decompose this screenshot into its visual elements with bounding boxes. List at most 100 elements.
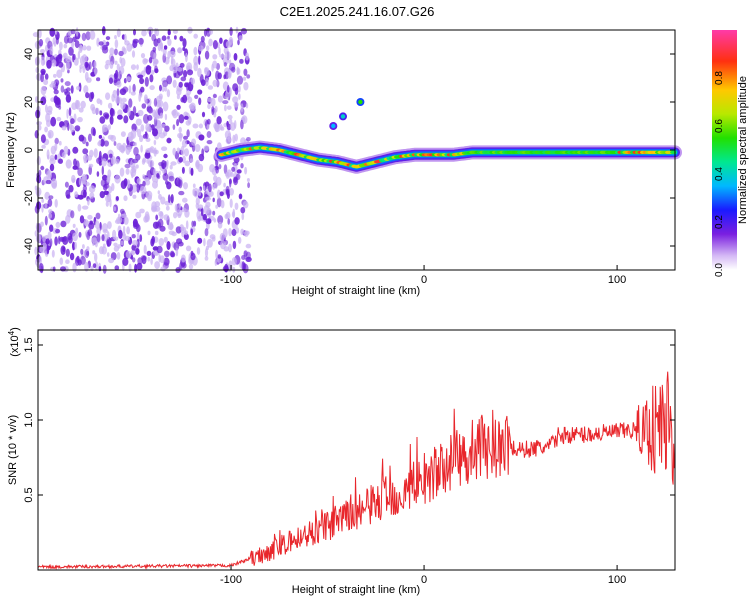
noise-speckle: [246, 178, 250, 182]
noise-speckle: [146, 250, 152, 256]
noise-speckle: [147, 107, 154, 114]
noise-speckle: [219, 54, 226, 58]
noise-speckle: [238, 236, 242, 244]
noise-speckle: [227, 85, 230, 93]
noise-speckle: [72, 223, 76, 228]
noise-speckle: [62, 246, 66, 252]
noise-speckle: [109, 153, 113, 158]
noise-speckle: [239, 58, 244, 64]
noise-speckle: [240, 103, 244, 113]
noise-speckle: [163, 153, 168, 159]
noise-speckle: [122, 257, 129, 266]
noise-speckle: [119, 88, 127, 96]
noise-speckle: [58, 61, 64, 68]
noise-speckle: [185, 245, 192, 252]
noise-speckle: [182, 47, 186, 51]
noise-speckle: [45, 104, 48, 113]
noise-speckle: [183, 135, 188, 140]
noise-speckle: [109, 107, 114, 117]
noise-speckle: [88, 163, 94, 168]
noise-speckle: [109, 115, 114, 125]
chart-title: C2E1.2025.241.16.07.G26: [280, 4, 435, 19]
noise-speckle: [147, 230, 151, 236]
noise-speckle: [196, 247, 201, 255]
noise-speckle: [128, 85, 132, 94]
spec-ytick-label: 40: [23, 48, 35, 60]
noise-speckle: [49, 83, 56, 88]
noise-speckle: [195, 161, 200, 168]
noise-speckle: [64, 181, 69, 188]
noise-speckle: [126, 76, 132, 82]
colorbar-tick-label: 0.0: [714, 263, 725, 277]
noise-speckle: [204, 196, 211, 201]
noise-speckle: [98, 41, 104, 46]
noise-speckle: [137, 128, 142, 138]
noise-speckle: [186, 65, 191, 71]
noise-speckle: [136, 64, 139, 70]
noise-speckle: [133, 29, 136, 36]
noise-speckle: [110, 155, 116, 165]
noise-speckle: [41, 144, 46, 149]
noise-speckle: [198, 97, 202, 106]
noise-speckle: [167, 50, 171, 60]
noise-speckle: [215, 204, 219, 209]
noise-speckle: [164, 125, 170, 132]
noise-speckle: [156, 245, 163, 254]
noise-speckle: [177, 47, 183, 54]
noise-speckle: [115, 95, 121, 104]
noise-speckle: [71, 174, 76, 184]
noise-speckle: [229, 188, 234, 196]
noise-speckle: [176, 147, 180, 154]
noise-speckle: [126, 226, 130, 235]
noise-speckle: [154, 261, 161, 270]
noise-speckle: [65, 189, 71, 199]
noise-speckle: [79, 215, 85, 224]
noise-speckle: [166, 241, 171, 250]
noise-speckle: [242, 200, 249, 209]
noise-speckle: [217, 254, 222, 259]
noise-speckle: [40, 96, 47, 106]
noise-speckle: [68, 107, 72, 117]
noise-speckle: [88, 165, 92, 175]
colorbar-ticks: 0.0 0.2 0.4 0.6 0.8: [714, 71, 725, 277]
noise-speckle: [147, 147, 154, 152]
noise-speckle: [228, 260, 233, 271]
noise-speckle: [139, 77, 145, 85]
noise-speckle: [181, 262, 187, 269]
noise-speckle: [171, 109, 177, 116]
noise-speckle: [88, 185, 96, 193]
noise-speckle: [105, 59, 111, 66]
noise-speckle: [238, 85, 241, 93]
noise-speckle: [163, 45, 168, 50]
noise-speckle: [59, 257, 64, 265]
noise-speckle: [220, 200, 225, 209]
noise-speckle: [237, 39, 240, 46]
side-blob-2: [358, 99, 363, 105]
noise-speckle: [105, 41, 110, 47]
noise-speckle: [99, 116, 106, 124]
noise-speckle: [227, 132, 232, 143]
noise-speckle: [109, 61, 114, 69]
noise-speckle: [194, 94, 199, 99]
noise-speckle: [228, 227, 232, 237]
noise-speckle: [121, 97, 127, 103]
noise-speckle: [153, 97, 158, 107]
noise-speckle: [82, 45, 87, 51]
noise-speckle: [130, 91, 136, 96]
noise-speckle: [244, 230, 250, 236]
noise-speckle: [36, 156, 41, 166]
noise-speckle: [119, 208, 125, 214]
noise-speckle: [95, 107, 100, 115]
colorbar-tick-label: 0.8: [714, 71, 725, 85]
noise-speckle: [116, 28, 121, 38]
noise-speckle: [156, 173, 160, 178]
noise-speckle: [60, 78, 64, 83]
noise-speckle: [166, 75, 173, 85]
noise-speckle: [123, 115, 129, 124]
noise-speckle: [243, 262, 246, 271]
snr-xtick-label: 100: [608, 574, 626, 586]
snr-frame: [37, 329, 676, 571]
noise-speckle: [131, 50, 136, 58]
noise-speckle: [227, 114, 233, 120]
noise-speckle: [198, 45, 204, 52]
